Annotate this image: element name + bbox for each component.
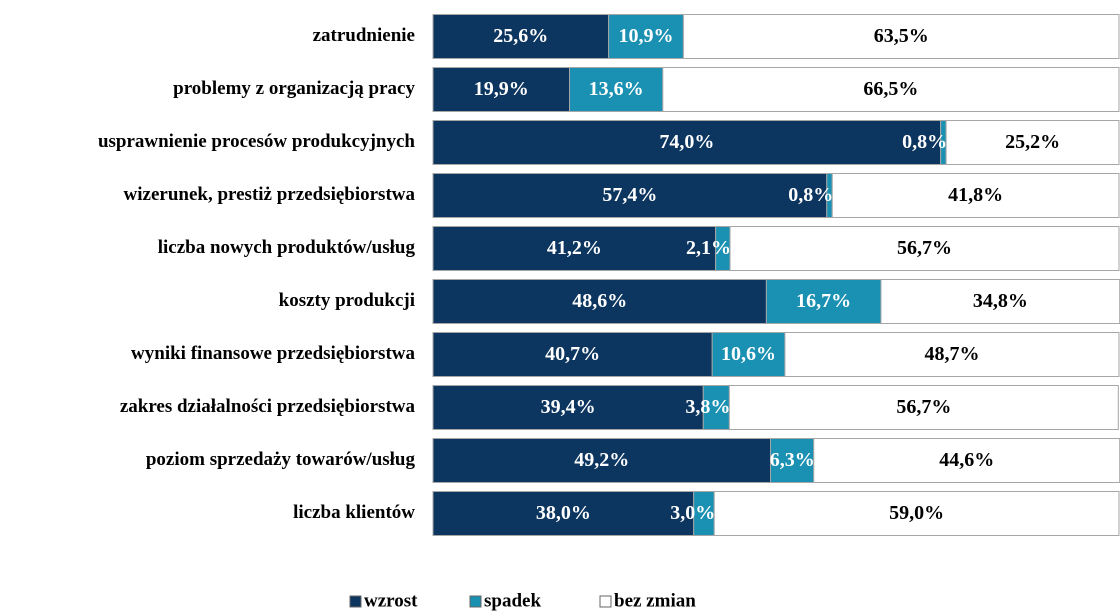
data-label: 0,8% bbox=[788, 184, 833, 206]
data-label: 59,0% bbox=[889, 502, 944, 524]
category-label: liczba klientów bbox=[293, 502, 415, 523]
bar-segment bbox=[432, 279, 767, 324]
data-label: 0,8% bbox=[902, 131, 947, 153]
bar-segment bbox=[432, 385, 704, 430]
category-label: wizerunek, prestiż przedsiębiorstwa bbox=[124, 184, 416, 205]
legend-label: wzrost bbox=[364, 590, 418, 611]
data-label: 25,6% bbox=[493, 25, 548, 47]
bar-segment bbox=[432, 14, 610, 59]
data-label: 16,7% bbox=[796, 290, 851, 312]
bar-segment bbox=[784, 332, 1120, 377]
data-label: 41,2% bbox=[547, 237, 602, 259]
data-label: 66,5% bbox=[863, 78, 918, 100]
bar-segment bbox=[765, 279, 882, 324]
category-label: zatrudnienie bbox=[313, 25, 415, 46]
bar-segment bbox=[682, 14, 1120, 59]
data-label: 3,0% bbox=[670, 502, 715, 524]
category-label: koszty produkcji bbox=[279, 290, 415, 311]
legend-label: bez zmian bbox=[614, 590, 696, 611]
bar-segment bbox=[432, 226, 717, 271]
bar-segment bbox=[880, 279, 1120, 324]
bar-segment bbox=[831, 173, 1120, 218]
data-label: 38,0% bbox=[536, 502, 591, 524]
data-label: 56,7% bbox=[896, 396, 951, 418]
category-label: liczba nowych produktów/usług bbox=[158, 237, 416, 258]
data-label: 3,8% bbox=[685, 396, 730, 418]
data-label: 44,6% bbox=[939, 449, 994, 471]
bar-segment bbox=[729, 226, 1120, 271]
legend-swatch bbox=[349, 595, 362, 608]
category-label: problemy z organizacją pracy bbox=[173, 78, 415, 99]
data-label: 56,7% bbox=[897, 237, 952, 259]
bar-segment bbox=[432, 120, 942, 165]
bar-segment bbox=[569, 67, 664, 112]
bar-segment bbox=[432, 491, 695, 536]
bar-segment bbox=[711, 332, 786, 377]
bar-segment bbox=[432, 173, 828, 218]
data-label: 48,6% bbox=[572, 290, 627, 312]
bar-segment bbox=[432, 438, 772, 483]
data-label: 40,7% bbox=[545, 343, 600, 365]
data-label: 39,4% bbox=[541, 396, 596, 418]
data-label: 48,7% bbox=[924, 343, 979, 365]
bar-segment bbox=[662, 67, 1120, 112]
data-label: 6,3% bbox=[770, 449, 815, 471]
bar-segment bbox=[770, 438, 815, 483]
bar-segment bbox=[432, 332, 713, 377]
data-label: 34,8% bbox=[973, 290, 1028, 312]
data-label: 10,6% bbox=[721, 343, 776, 365]
data-label: 13,6% bbox=[589, 78, 644, 100]
bar-segment bbox=[713, 491, 1120, 536]
data-label: 10,9% bbox=[619, 25, 674, 47]
data-label: 74,0% bbox=[659, 131, 714, 153]
data-label: 63,5% bbox=[874, 25, 929, 47]
bar-segment bbox=[728, 385, 1119, 430]
bar-segment bbox=[608, 14, 684, 59]
data-label: 57,4% bbox=[602, 184, 657, 206]
category-label: zakres działalności przedsiębiorstwa bbox=[120, 396, 416, 417]
bar-segment bbox=[945, 120, 1120, 165]
category-label: poziom sprzedaży towarów/usług bbox=[146, 449, 416, 470]
data-label: 2,1% bbox=[686, 237, 731, 259]
bar-segment bbox=[432, 67, 571, 112]
legend-swatch bbox=[599, 595, 612, 608]
category-label: usprawnienie procesów produkcyjnych bbox=[98, 131, 415, 152]
data-label: 19,9% bbox=[474, 78, 529, 100]
legend-label: spadek bbox=[484, 590, 541, 611]
data-label: 41,8% bbox=[948, 184, 1003, 206]
data-label: 25,2% bbox=[1005, 131, 1060, 153]
bar-segment bbox=[702, 385, 730, 430]
category-label: wyniki finansowe przedsiębiorstwa bbox=[131, 343, 415, 364]
legend-swatch bbox=[469, 595, 482, 608]
data-label: 49,2% bbox=[574, 449, 629, 471]
